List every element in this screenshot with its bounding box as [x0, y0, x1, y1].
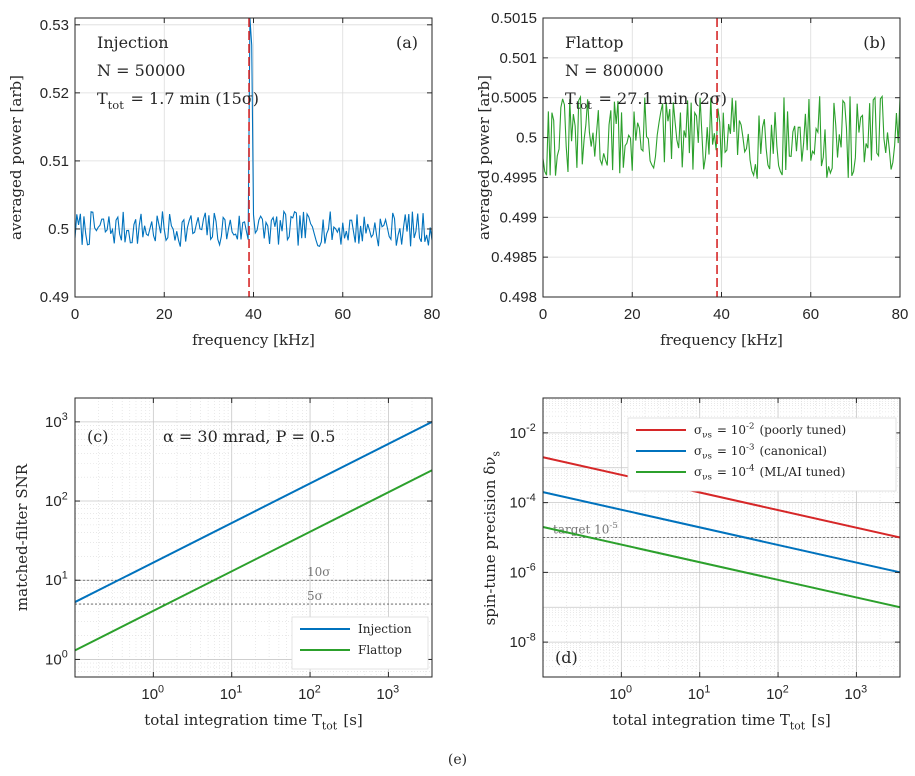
- y-tick-label: 101: [45, 569, 69, 589]
- x-tick-label: 60: [334, 306, 351, 323]
- x-tick-label: 60: [802, 306, 819, 323]
- x-axis-label: total integration time Ttot [s]: [144, 711, 363, 733]
- x-tick-label: 101: [688, 683, 712, 703]
- x-tick-label: 100: [609, 683, 633, 703]
- y-tick-label: 0.51: [40, 153, 69, 170]
- y-axis-label: spin-tune precision δνs: [481, 450, 503, 626]
- y-axis-label: averaged power [arb]: [475, 75, 493, 240]
- y-tick-label: 0.499: [499, 209, 537, 226]
- y-tick-label: 0.5005: [491, 90, 537, 107]
- series-line: [74, 469, 433, 652]
- reference-label: 5σ: [307, 589, 323, 603]
- x-tick-label: 40: [713, 306, 730, 323]
- y-tick-label: 10-2: [509, 422, 537, 442]
- series-line: [74, 420, 433, 603]
- x-axis-label: frequency [kHz]: [192, 331, 315, 349]
- x-tick-label: 101: [220, 683, 244, 703]
- x-tick-label: 20: [156, 306, 173, 323]
- y-tick-label: 0.5015: [491, 10, 537, 27]
- x-tick-label: 103: [376, 683, 400, 703]
- y-tick-label: 103: [45, 411, 69, 431]
- annotation-text: N = 50000: [97, 61, 185, 80]
- y-axis-label: matched-filter SNR: [13, 463, 31, 611]
- y-tick-label: 0.501: [499, 50, 537, 67]
- x-axis-label: total integration time Ttot [s]: [612, 711, 831, 733]
- y-tick-label: 0.4985: [491, 249, 537, 266]
- series-line: [542, 491, 901, 574]
- series-line: [74, 17, 433, 247]
- y-tick-label: 0.4995: [491, 169, 537, 186]
- y-tick-label: 0.52: [40, 85, 69, 102]
- y-tick-label: 0.5: [48, 221, 69, 238]
- y-tick-label: 0.53: [40, 17, 69, 34]
- panel-label: (b): [863, 33, 886, 52]
- panel-label: (a): [396, 33, 418, 52]
- y-axis-label: averaged power [arb]: [7, 75, 25, 240]
- x-tick-label: 0: [539, 306, 547, 323]
- legend-box: [291, 616, 429, 670]
- figure: 0 20 40 60 80 0.49 0.5 0.51 0.52 0.53 frequency [k…: [7, 10, 908, 733]
- panel-d: target 10-5 100 101 102 103 10-8 10-6 10…: [481, 397, 901, 733]
- x-tick-label: 102: [766, 683, 790, 703]
- reference-label: target 10-5: [553, 521, 619, 536]
- y-tick-label: 10-6: [509, 562, 537, 582]
- panel-a: 0 20 40 60 80 0.49 0.5 0.51 0.52 0.53 frequency [k…: [7, 17, 440, 349]
- y-tick-label: 102: [45, 490, 69, 510]
- x-tick-label: 80: [892, 306, 909, 323]
- series-line: [542, 94, 901, 179]
- x-tick-label: 0: [71, 306, 79, 323]
- legend-entry: Injection: [358, 622, 412, 636]
- annotation-text: α = 30 mrad, P = 0.5: [163, 427, 335, 446]
- y-tick-label: 0.49: [40, 289, 69, 306]
- annotation-text: Flattop: [565, 33, 624, 52]
- annotation-text: N = 800000: [565, 61, 664, 80]
- x-tick-label: 40: [245, 306, 262, 323]
- legend-entry: σνs = 10-4 (ML/AI tuned): [694, 464, 845, 483]
- figure-caption: (e): [447, 752, 468, 768]
- x-tick-label: 102: [298, 683, 322, 703]
- y-tick-label: 0.5: [516, 130, 537, 147]
- series-line: [542, 526, 901, 609]
- panel-c: 10σ 5σ 100 101 102 103 100 101 102 103 tot…: [13, 397, 433, 733]
- annotation-text: Ttot = 1.7 min (15σ): [97, 89, 259, 112]
- panel-b: 0 20 40 60 80 0.498 0.4985 0.499 0.4995 0.5 0.5005…: [475, 10, 908, 349]
- x-axis-label: frequency [kHz]: [660, 331, 783, 349]
- annotation-text: Ttot = 27.1 min (2σ): [565, 89, 727, 112]
- y-tick-label: 0.498: [499, 289, 537, 306]
- x-tick-label: 103: [844, 683, 868, 703]
- axes-frame: [74, 397, 433, 678]
- y-tick-label: 10-8: [509, 631, 537, 651]
- legend-entry: σνs = 10-2 (poorly tuned): [694, 422, 846, 441]
- y-tick-label: 100: [45, 649, 69, 669]
- y-tick-label: 10-4: [509, 492, 537, 512]
- panel-label: (d): [555, 648, 578, 667]
- axes-frame: [542, 397, 901, 678]
- series-line: [542, 456, 901, 539]
- legend-entry: Flattop: [358, 643, 402, 657]
- legend-entry: σνs = 10-3 (canonical): [694, 443, 827, 462]
- x-tick-label: 20: [624, 306, 641, 323]
- annotation-text: Injection: [97, 33, 169, 52]
- panel-label: (c): [87, 427, 108, 446]
- x-tick-label: 80: [424, 306, 441, 323]
- x-tick-label: 100: [141, 683, 165, 703]
- reference-label: 10σ: [307, 565, 330, 579]
